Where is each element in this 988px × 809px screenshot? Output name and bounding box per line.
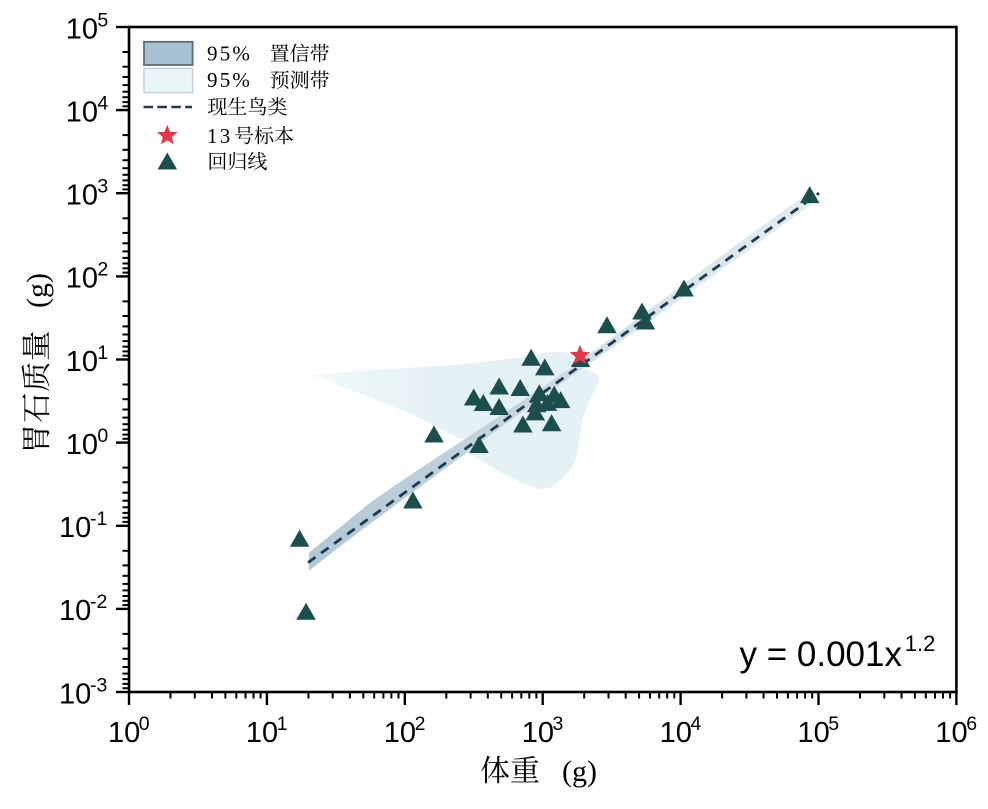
svg-text:10: 10 xyxy=(66,346,98,378)
svg-text:5: 5 xyxy=(828,713,839,735)
svg-text:1: 1 xyxy=(277,713,288,735)
svg-text:10: 10 xyxy=(66,429,98,461)
svg-text:3: 3 xyxy=(97,176,108,198)
svg-text:(g): (g) xyxy=(562,755,597,788)
svg-text:3: 3 xyxy=(553,713,564,735)
svg-text:10: 10 xyxy=(522,717,554,749)
svg-text:10: 10 xyxy=(108,717,140,749)
svg-text:10: 10 xyxy=(660,717,692,749)
svg-text:10: 10 xyxy=(935,717,967,749)
svg-text:0: 0 xyxy=(97,425,108,447)
svg-text:10: 10 xyxy=(59,678,91,710)
svg-text:-3: -3 xyxy=(90,674,107,696)
svg-text:13: 13 xyxy=(207,124,232,148)
svg-text:10: 10 xyxy=(66,263,98,295)
svg-text:0: 0 xyxy=(139,713,150,735)
svg-text:1.2: 1.2 xyxy=(905,631,936,656)
svg-text:y = 0.001x: y = 0.001x xyxy=(740,635,903,674)
svg-text:(g): (g) xyxy=(21,273,54,308)
svg-text:10: 10 xyxy=(66,13,98,45)
svg-text:10: 10 xyxy=(246,717,278,749)
svg-text:10: 10 xyxy=(66,180,98,212)
svg-text:2: 2 xyxy=(97,259,108,281)
svg-text:4: 4 xyxy=(97,92,108,114)
svg-text:2: 2 xyxy=(415,713,426,735)
svg-text:10: 10 xyxy=(798,717,830,749)
svg-text:6: 6 xyxy=(966,713,977,735)
svg-text:-1: -1 xyxy=(90,508,107,530)
svg-text:95%: 95% xyxy=(207,68,252,92)
svg-text:10: 10 xyxy=(384,717,416,749)
svg-text:10: 10 xyxy=(66,96,98,128)
svg-text:95%: 95% xyxy=(207,42,252,66)
svg-text:5: 5 xyxy=(97,9,108,31)
svg-text:10: 10 xyxy=(59,512,91,544)
svg-text:4: 4 xyxy=(690,713,701,735)
svg-text:1: 1 xyxy=(97,342,108,364)
svg-text:-2: -2 xyxy=(90,591,107,613)
svg-text:10: 10 xyxy=(59,595,91,627)
